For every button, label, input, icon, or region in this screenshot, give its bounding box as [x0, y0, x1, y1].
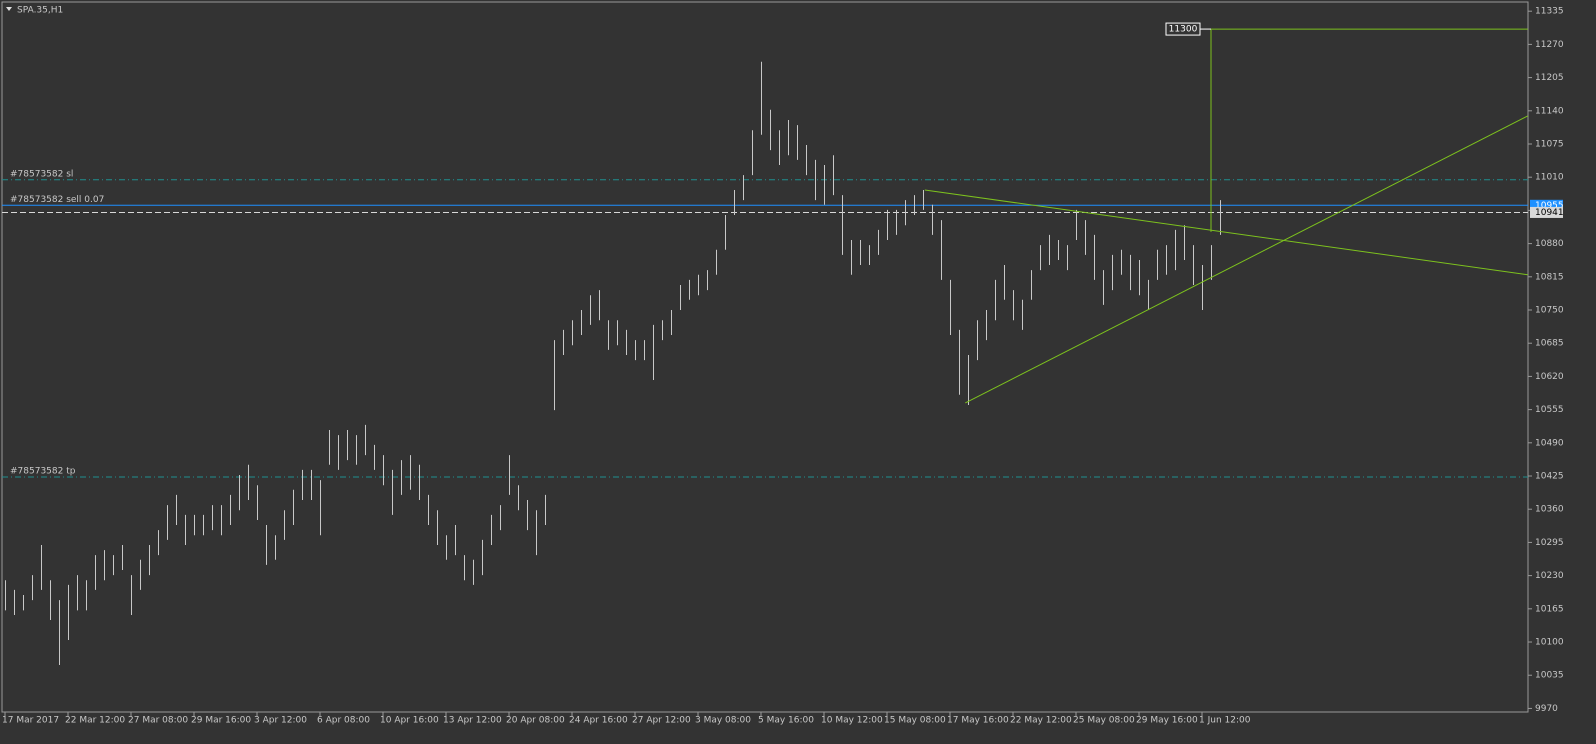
y-tick-label: 10360 [1535, 505, 1564, 515]
y-tick-label: 10880 [1535, 239, 1564, 249]
level-label: #78573582 sl [10, 169, 73, 179]
x-tick-label: 10 Apr 16:00 [380, 716, 439, 726]
y-tick-label: 10490 [1535, 438, 1564, 448]
x-tick-label: 25 May 08:00 [1073, 716, 1135, 726]
x-tick-label: 1 Jun 12:00 [1199, 716, 1251, 726]
y-tick-label: 10100 [1535, 638, 1564, 648]
y-tick-label: 11010 [1535, 173, 1564, 183]
x-tick-label: 6 Apr 08:00 [317, 716, 370, 726]
y-tick-label: 10295 [1535, 538, 1564, 548]
target-label: 11300 [1169, 25, 1198, 35]
x-tick-label: 3 May 08:00 [695, 716, 751, 726]
target-box [1165, 22, 1201, 36]
y-tick-label: 10425 [1535, 472, 1564, 482]
price-tag [1530, 199, 1563, 211]
level-label: #78573582 tp [10, 467, 76, 477]
y-tick-label: 11335 [1535, 7, 1564, 17]
menu-triangle[interactable] [6, 7, 12, 11]
level-label: #78573582 sell 0.07 [10, 195, 104, 205]
y-tick-label: 10165 [1535, 604, 1564, 614]
price-tag-label: 10955 [1535, 201, 1564, 211]
y-tick-label: 10620 [1535, 372, 1564, 382]
y-tick-label: 11075 [1535, 140, 1564, 150]
x-tick-label: 20 Apr 08:00 [506, 716, 565, 726]
x-tick-label: 22 Mar 12:00 [65, 716, 125, 726]
x-tick-label: 29 Mar 16:00 [191, 716, 251, 726]
y-tick-label: 11205 [1535, 73, 1564, 83]
y-tick-label: 9970 [1535, 704, 1558, 714]
y-tick-label: 10750 [1535, 306, 1564, 316]
price-tag [1530, 206, 1563, 218]
y-tick-label: 10555 [1535, 405, 1564, 415]
x-tick-label: 5 May 16:00 [758, 716, 814, 726]
price-tag-label: 10941 [1535, 208, 1564, 218]
y-tick-label: 11270 [1535, 40, 1564, 50]
x-tick-label: 17 Mar 2017 [2, 716, 59, 726]
plot-frame [1, 1, 1529, 713]
trendline [924, 189, 1528, 276]
x-tick-label: 3 Apr 12:00 [254, 716, 307, 726]
y-tick-label: 10230 [1535, 571, 1564, 581]
x-tick-label: 10 May 12:00 [821, 716, 883, 726]
x-tick-label: 15 May 08:00 [884, 716, 946, 726]
y-tick-label: 10685 [1535, 339, 1564, 349]
target-line [1210, 28, 1528, 232]
chart-title: SPA.35,H1 [17, 6, 63, 16]
x-tick-label: 24 Apr 16:00 [569, 716, 628, 726]
x-tick-label: 17 May 16:00 [947, 716, 1009, 726]
x-tick-label: 22 May 12:00 [1010, 716, 1072, 726]
y-tick-label: 10815 [1535, 272, 1564, 282]
x-tick-label: 27 Mar 08:00 [128, 716, 188, 726]
x-tick-label: 13 Apr 12:00 [443, 716, 502, 726]
x-tick-label: 27 Apr 12:00 [632, 716, 691, 726]
y-tick-label: 11140 [1535, 106, 1564, 116]
y-tick-label: 10035 [1535, 671, 1564, 681]
x-tick-label: 29 May 16:00 [1136, 716, 1198, 726]
trendline [965, 115, 1529, 404]
